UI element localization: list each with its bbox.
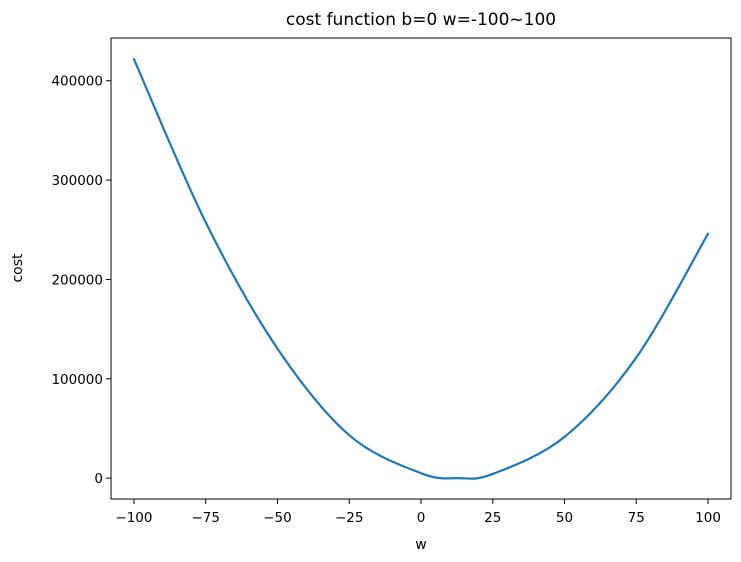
y-tick-label: 200000 (51, 272, 103, 288)
y-axis: 0 100000 200000 300000 400000 (51, 74, 111, 487)
y-tick-label: 0 (94, 471, 103, 487)
y-tick-label: 400000 (51, 74, 103, 90)
y-tick-label: 100000 (51, 372, 103, 388)
cost-curve-line (132, 58, 710, 480)
x-tick-label: −25 (335, 510, 364, 526)
y-tick-label: 300000 (51, 173, 103, 189)
x-tick-label: 100 (695, 510, 721, 526)
x-tick-label: 25 (484, 510, 501, 526)
x-tick-label: 0 (417, 510, 426, 526)
x-tick-label: 75 (628, 510, 645, 526)
x-axis-label: w (415, 537, 426, 553)
chart-title: cost function b=0 w=-100~100 (286, 10, 556, 30)
x-tick-label: −100 (115, 510, 152, 526)
x-tick-label: −50 (263, 510, 292, 526)
x-axis: −100 −75 −50 −25 0 25 50 75 100 (115, 499, 721, 526)
x-tick-label: −75 (191, 510, 220, 526)
plot-area (110, 37, 732, 500)
y-axis-label: cost (10, 253, 26, 283)
x-tick-label: 50 (556, 510, 573, 526)
